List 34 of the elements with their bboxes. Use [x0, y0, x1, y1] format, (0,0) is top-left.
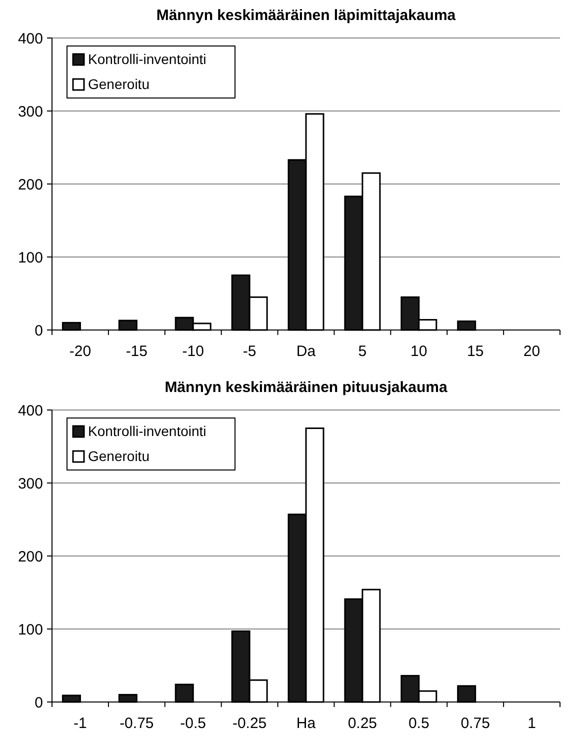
- y-tick-label: 100: [18, 249, 43, 266]
- x-tick-label: 15: [466, 343, 484, 360]
- x-tick-label: -15: [126, 343, 148, 360]
- x-tick-label: Ha: [296, 715, 316, 732]
- x-tick-label: 0.75: [460, 715, 490, 732]
- y-tick-label: 300: [18, 103, 43, 120]
- legend-label: Kontrolli-inventointi: [88, 51, 206, 67]
- legend-label: Generoitu: [88, 76, 150, 92]
- x-tick-label: -0.75: [120, 715, 154, 732]
- x-tick-label: 5: [358, 343, 367, 360]
- y-tick-label: 0: [34, 694, 43, 712]
- x-tick-label: -10: [182, 343, 204, 360]
- y-tick-label: 0: [34, 322, 43, 340]
- y-tick-label: 300: [18, 475, 43, 492]
- y-tick-label: 400: [18, 30, 43, 48]
- x-tick-label: -1: [74, 715, 87, 732]
- legend-label: Kontrolli-inventointi: [88, 423, 206, 439]
- x-tick-label: 0.25: [348, 715, 378, 732]
- x-tick-label: 1: [528, 715, 536, 732]
- x-tick-label: -5: [242, 343, 256, 360]
- x-tick-label: -0.5: [180, 715, 206, 732]
- y-tick-label: 400: [18, 402, 43, 420]
- chart-title: Männyn keskimääräinen läpimittajakauma: [156, 7, 456, 24]
- y-tick-label: 200: [18, 548, 43, 566]
- x-tick-label: -20: [69, 343, 92, 360]
- x-tick-label: Da: [296, 343, 316, 360]
- y-tick-label: 100: [18, 621, 43, 638]
- x-tick-label: 10: [410, 343, 428, 360]
- x-tick-label: 0.5: [408, 715, 430, 732]
- chart-title: Männyn keskimääräinen pituusjakauma: [164, 379, 448, 396]
- legend-label: Generoitu: [88, 448, 150, 464]
- y-tick-label: 200: [18, 176, 43, 194]
- x-tick-label: -0.25: [232, 715, 267, 732]
- x-tick-label: 20: [523, 343, 540, 360]
